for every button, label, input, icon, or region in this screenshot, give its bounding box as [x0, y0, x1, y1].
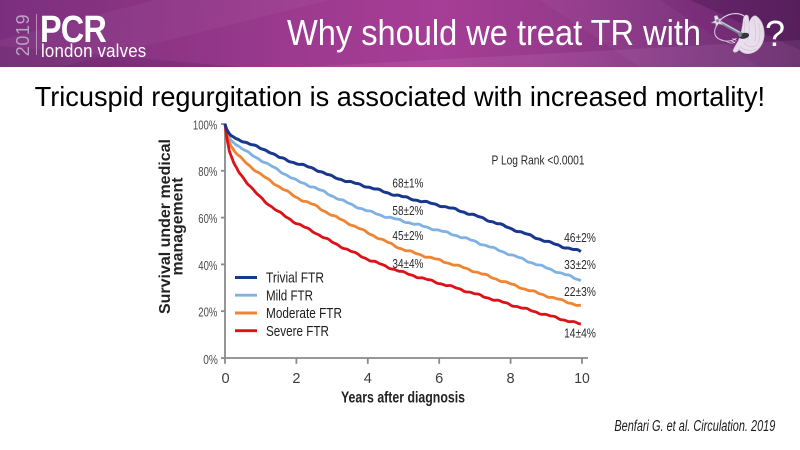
svg-text:33±2%: 33±2%: [564, 257, 596, 272]
svg-text:22±3%: 22±3%: [564, 284, 596, 299]
svg-text:Moderate FTR: Moderate FTR: [266, 306, 342, 322]
svg-text:10: 10: [574, 371, 590, 387]
svg-text:68±1%: 68±1%: [392, 175, 423, 190]
svg-text:58±2%: 58±2%: [392, 203, 423, 218]
svg-text:Mild FTR: Mild FTR: [266, 288, 313, 304]
svg-text:14±4%: 14±4%: [564, 326, 596, 341]
svg-text:management: management: [170, 177, 187, 276]
svg-text:100%: 100%: [193, 117, 218, 132]
svg-text:Trivial FTR: Trivial FTR: [266, 271, 324, 287]
svg-text:0: 0: [221, 371, 229, 387]
svg-text:46±2%: 46±2%: [564, 230, 596, 245]
svg-text:8: 8: [507, 371, 515, 387]
svg-text:80%: 80%: [198, 164, 217, 179]
svg-text:2: 2: [292, 371, 300, 387]
svg-text:0%: 0%: [203, 352, 218, 367]
svg-text:Years after diagnosis: Years after diagnosis: [341, 390, 465, 407]
svg-text:20%: 20%: [198, 305, 217, 320]
svg-text:Severe FTR: Severe FTR: [266, 324, 329, 340]
svg-text:40%: 40%: [198, 258, 217, 273]
svg-text:P Log Rank <0.0001: P Log Rank <0.0001: [492, 152, 585, 167]
svg-text:6: 6: [435, 371, 443, 387]
svg-text:45±2%: 45±2%: [392, 228, 423, 243]
svg-text:Survival under medical: Survival under medical: [157, 139, 174, 314]
svg-text:60%: 60%: [198, 211, 217, 226]
svg-text:4: 4: [364, 371, 372, 387]
svg-text:34±4%: 34±4%: [392, 256, 423, 271]
